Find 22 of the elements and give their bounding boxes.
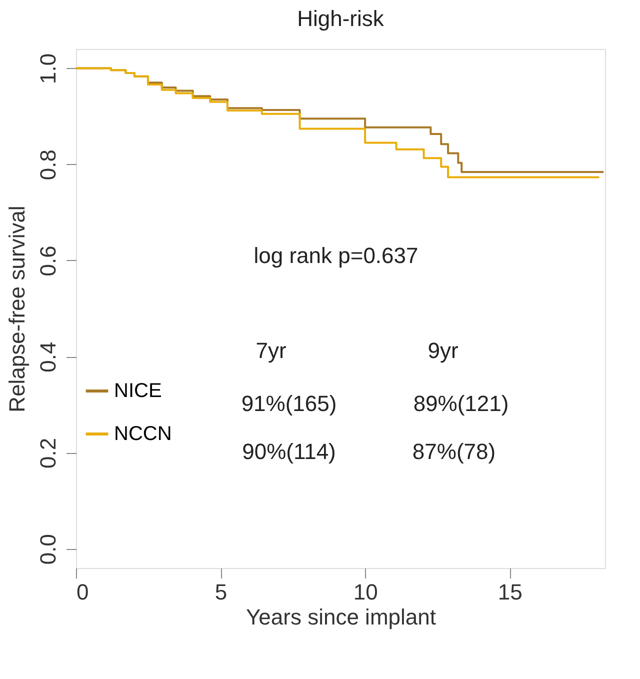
- annotation: 9yr: [428, 338, 458, 363]
- y-tick-label: 0.6: [36, 246, 60, 276]
- y-tick-label: 0.8: [36, 150, 60, 180]
- legend-label: NICE: [114, 380, 162, 402]
- x-tick-label: 5: [214, 580, 228, 604]
- annotation: log rank p=0.637: [254, 243, 418, 268]
- annotation: 91%(165): [241, 391, 337, 416]
- y-tick-label: 1.0: [36, 53, 60, 84]
- annotation: 7yr: [256, 338, 286, 363]
- annotation: 87%(78): [412, 439, 496, 464]
- x-tick-label: 15: [498, 580, 522, 604]
- y-tick-label: 0.4: [36, 342, 60, 372]
- annotation: 90%(114): [242, 439, 336, 464]
- y-tick-label: 0.2: [36, 438, 60, 468]
- x-tick-label: 10: [353, 580, 378, 604]
- y-axis-title: Relapse-free survival: [4, 206, 30, 412]
- annotation: 89%(121): [413, 391, 509, 416]
- legend-label: NCCN: [114, 423, 172, 445]
- x-axis-title: Years since implant: [246, 604, 436, 630]
- y-tick-label: 0.0: [36, 534, 60, 565]
- chart-title: High-risk: [297, 6, 385, 31]
- x-tick-label: 0: [76, 580, 89, 604]
